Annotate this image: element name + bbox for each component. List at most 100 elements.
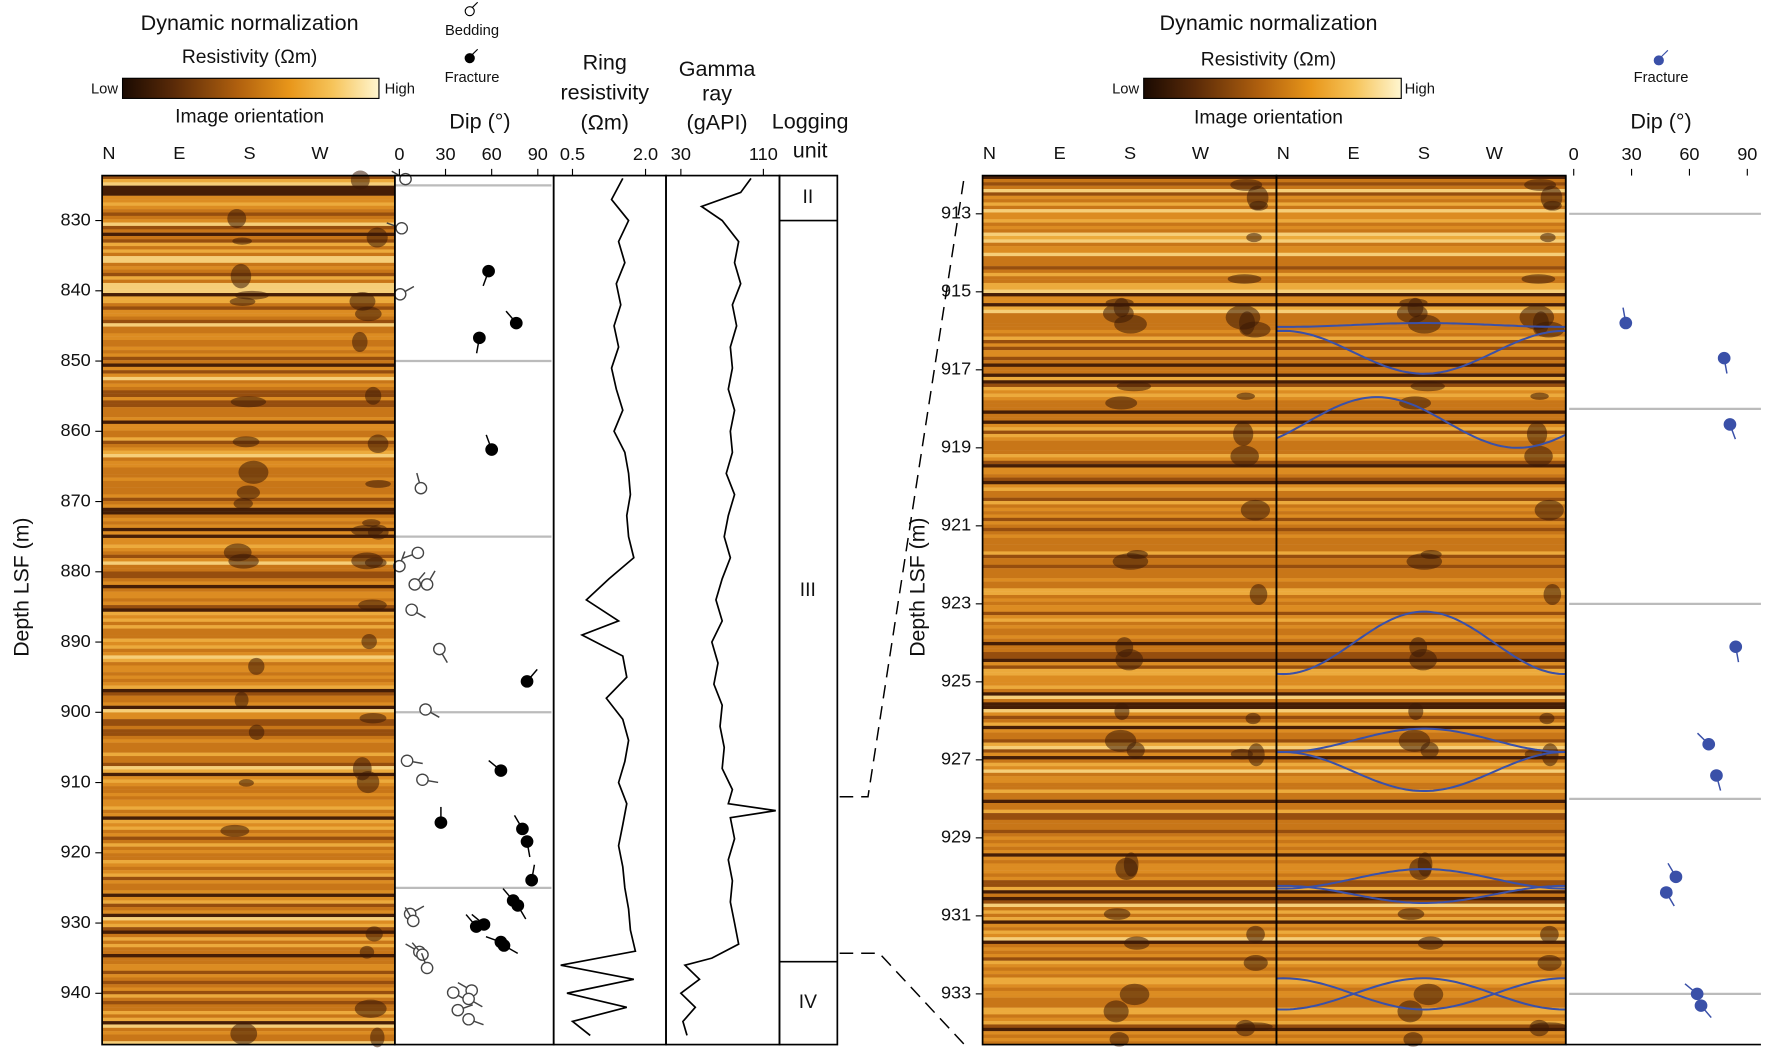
image-stripe (102, 202, 395, 207)
image-stripe (1276, 353, 1566, 357)
image-stripe (102, 393, 395, 398)
image-stripe (102, 1021, 395, 1025)
image-stripe (102, 819, 395, 824)
image-stripe (1276, 256, 1566, 260)
image-stripe (982, 544, 1277, 549)
x-tick-label: 30 (671, 144, 691, 164)
image-stripe (102, 628, 395, 633)
image-stripe (102, 833, 395, 837)
image-stripe (982, 474, 1277, 478)
image-stripe (1276, 678, 1566, 683)
image-stripe (982, 880, 1277, 884)
image-stripe (1276, 249, 1566, 253)
image-stripe (1276, 786, 1566, 790)
zoom-connector (839, 952, 965, 1046)
image-stripe (982, 282, 1277, 287)
image-stripe (982, 363, 1277, 368)
image-stripe (1276, 759, 1566, 763)
image-stripe (102, 598, 395, 602)
image-stripe (102, 953, 395, 958)
image-blotch (1249, 584, 1268, 605)
image-stripe (982, 266, 1277, 270)
image-stripe (982, 527, 1277, 532)
image-stripe (102, 256, 395, 260)
image-blotch (1230, 748, 1253, 760)
image-stripe (1276, 189, 1566, 193)
image-stripe (982, 346, 1277, 351)
x-tick-label: 30 (435, 144, 455, 164)
image-blotch (1537, 955, 1562, 971)
image-stripe (982, 470, 1277, 475)
image-stripe (1276, 229, 1566, 233)
image-stripe (982, 444, 1277, 448)
image-stripe (102, 943, 395, 948)
image-stripe (1276, 185, 1566, 190)
image-blotch (1119, 983, 1150, 1006)
legend-bedding: Bedding (445, 23, 499, 39)
image-stripe (102, 927, 395, 931)
orientation-tick: N (1277, 143, 1290, 163)
image-stripe (1276, 293, 1566, 297)
image-stripe (982, 756, 1277, 760)
image-stripe (982, 967, 1277, 971)
legend-fracture-tail (471, 48, 479, 56)
image-stripe (982, 235, 1277, 240)
y-tick-label: 920 (60, 842, 90, 862)
track-frame (552, 174, 667, 1046)
image-stripe (102, 890, 395, 894)
image-stripe (1276, 692, 1566, 696)
image-stripe (102, 735, 395, 740)
image-stripe (1276, 953, 1566, 958)
image-stripe (102, 534, 395, 539)
image-blotch (364, 557, 387, 568)
image-stripe (102, 584, 395, 589)
image-stripe (982, 209, 1277, 213)
image-stripe (1276, 460, 1566, 465)
color-low: Low (91, 81, 118, 97)
image-stripe (102, 719, 395, 723)
image-stripe (982, 350, 1277, 354)
image-stripe (982, 729, 1277, 733)
image-blotch (1239, 321, 1271, 338)
image-stripe (982, 242, 1277, 247)
image-stripe (982, 1021, 1277, 1025)
fracture-dip (1669, 870, 1683, 884)
image-stripe (982, 947, 1277, 951)
image-stripe (102, 246, 395, 250)
image-stripe (102, 786, 395, 790)
image-stripe (102, 235, 395, 240)
image-stripe (102, 339, 395, 344)
image-stripe (1276, 246, 1566, 250)
image-stripe (982, 246, 1277, 250)
bedding-dip (411, 546, 425, 560)
image-stripe (102, 756, 395, 760)
image-stripe (982, 293, 1277, 297)
image-stripe (1276, 608, 1566, 612)
image-stripe (1276, 182, 1566, 186)
image-stripe (102, 1014, 395, 1018)
y-tick-label: 930 (60, 912, 90, 932)
image-stripe (1276, 779, 1566, 784)
image-stripe (102, 947, 395, 951)
image-stripe (102, 568, 395, 572)
image-stripe (102, 678, 395, 683)
image-stripe (102, 809, 395, 814)
image-stripe (982, 695, 1277, 700)
image-stripe (982, 786, 1277, 790)
log-curve (679, 177, 776, 1036)
image-stripe (982, 846, 1277, 851)
image-stripe (102, 329, 395, 334)
image-stripe (982, 360, 1277, 364)
image-stripe (102, 722, 395, 727)
image-stripe (1276, 178, 1566, 183)
image-stripe (102, 652, 395, 656)
y-tick-label: 840 (60, 280, 90, 300)
image-stripe (1276, 792, 1566, 797)
image-track (1276, 175, 1567, 1047)
image-stripe (1276, 521, 1566, 525)
image-stripe (1276, 370, 1566, 374)
image-stripe (1276, 289, 1566, 294)
image-stripe (982, 356, 1277, 361)
image-stripe (1276, 390, 1566, 394)
image-blotch (1249, 200, 1268, 211)
